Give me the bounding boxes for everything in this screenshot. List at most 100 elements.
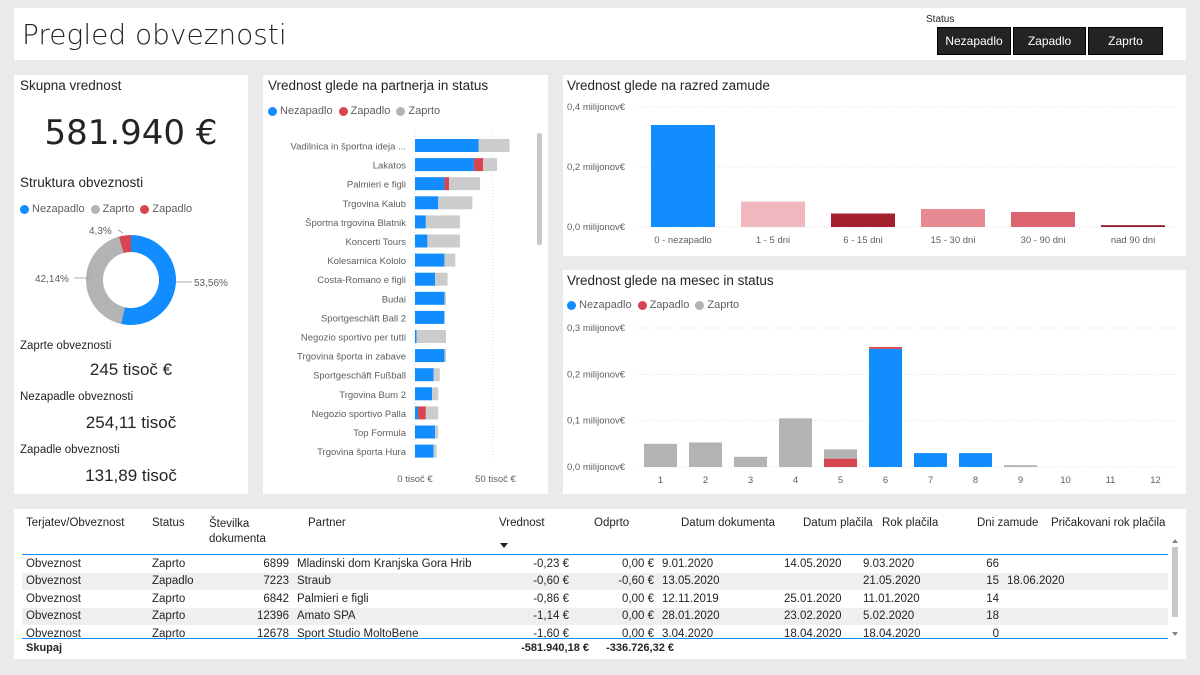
delay-class-bar-chart[interactable]: 0,4 milijonov€ 0,2 milijonov€ 0,0 milijono… xyxy=(563,95,1186,255)
partner-bar-nezapadlo[interactable] xyxy=(415,387,433,401)
col-header-partner[interactable]: Partner xyxy=(308,517,346,529)
table-row[interactable]: Obveznost Zaprto 6899 Mladinski dom Kranjsk… xyxy=(22,555,1168,573)
delay-bar[interactable] xyxy=(651,125,715,227)
partner-bar-nezapadlo[interactable] xyxy=(415,196,439,210)
partner-chart-scrollbar[interactable] xyxy=(537,133,542,245)
table-scrollbar[interactable] xyxy=(1171,539,1179,639)
partner-bar-chart[interactable]: Vadilnica in športna ideja ... Lakatos Pal… xyxy=(263,125,548,495)
partner-bar-zaprto[interactable] xyxy=(427,234,460,248)
legend-item-nezapadlo[interactable]: Nezapadlo xyxy=(567,299,632,311)
x-tick-label: 0 - nezapadlo xyxy=(654,235,712,246)
partner-label: Budai xyxy=(382,294,406,305)
legend-item-nezapadlo[interactable]: Nezapadlo xyxy=(20,203,85,215)
delay-bar[interactable] xyxy=(1011,212,1075,227)
month-bar-zapadlo[interactable] xyxy=(869,346,902,349)
month-bar-nezapadlo[interactable] xyxy=(914,453,947,467)
partner-bar-zapadlo[interactable] xyxy=(473,158,484,172)
table-row[interactable]: Obveznost Zaprto 6842 Palmieri e figli -0,86… xyxy=(22,590,1168,608)
month-bar-zaprto[interactable] xyxy=(734,456,767,467)
partner-bar-zaprto[interactable] xyxy=(483,158,498,172)
col-header-days-late[interactable]: Dni zamude xyxy=(977,517,1039,529)
delay-bar[interactable] xyxy=(741,201,805,228)
legend-item-nezapadlo[interactable]: Nezapadlo xyxy=(268,105,333,117)
delay-bar[interactable] xyxy=(831,213,895,228)
month-status-bar-chart[interactable]: 0,3 milijonov€ 0,2 milijonov€ 0,1 milijono… xyxy=(563,314,1186,494)
scroll-up-icon[interactable] xyxy=(1172,539,1178,543)
table-row[interactable]: Obveznost Zaprto 12396 Amato SPA -1,14 € 0,00… xyxy=(22,607,1168,625)
col-header-pay-date[interactable]: Datum plačila xyxy=(803,517,873,529)
col-header-expected-date[interactable]: Pričakovani rok plačila xyxy=(1051,517,1166,529)
partner-bar-zapadlo[interactable] xyxy=(418,406,426,420)
partner-bar-nezapadlo[interactable] xyxy=(415,310,445,324)
partner-bar-zaprto[interactable] xyxy=(438,196,473,210)
table-row[interactable]: Obveznost Zaprto 12678 Sport Studio MoltoBe… xyxy=(22,625,1168,640)
partner-bar-zaprto[interactable] xyxy=(433,368,440,382)
col-header-type[interactable]: Terjatev/Obveznost xyxy=(26,517,125,529)
delay-bar[interactable] xyxy=(921,209,985,227)
structure-donut-chart[interactable]: 53,56% 42,14% 4,3% xyxy=(14,221,248,331)
partner-bar-zaprto[interactable] xyxy=(478,139,510,152)
partner-bar-nezapadlo[interactable] xyxy=(415,253,445,267)
donut-slice-zaprto[interactable] xyxy=(85,236,125,324)
slicer-zapadlo-button[interactable]: Zapadlo xyxy=(1013,27,1086,55)
partner-bar-nezapadlo[interactable] xyxy=(415,272,436,286)
col-header-due-date[interactable]: Rok plačila xyxy=(882,517,939,529)
month-bar-zaprto[interactable] xyxy=(1004,465,1037,467)
partner-bar-zapadlo[interactable] xyxy=(444,177,450,191)
partner-bar-nezapadlo[interactable] xyxy=(415,291,445,305)
legend-item-zapadlo[interactable]: Zapadlo xyxy=(140,203,192,215)
partner-bar-zaprto[interactable] xyxy=(425,406,439,420)
table-cell: 0,00 € xyxy=(622,557,654,570)
scroll-thumb[interactable] xyxy=(1172,547,1178,617)
partner-bar-zaprto[interactable] xyxy=(444,349,446,363)
partner-bar-zaprto[interactable] xyxy=(449,177,481,191)
slicer-nezapadlo-button[interactable]: Nezapadlo xyxy=(937,27,1011,55)
col-header-status[interactable]: Status xyxy=(152,517,185,529)
partner-bar-nezapadlo[interactable] xyxy=(415,349,445,363)
legend-item-zapadlo[interactable]: Zapadlo xyxy=(338,105,390,117)
partner-bar-nezapadlo[interactable] xyxy=(415,215,426,229)
month-bar-nezapadlo[interactable] xyxy=(959,453,992,467)
partner-bar-zaprto[interactable] xyxy=(435,272,448,286)
table-cell: 12678 xyxy=(257,627,289,640)
col-header-doc-number[interactable]: Številka dokumenta xyxy=(209,518,266,545)
partner-bar-nezapadlo[interactable] xyxy=(415,158,474,172)
legend-item-zaprto[interactable]: Zaprto xyxy=(90,203,134,215)
legend-item-zapadlo[interactable]: Zapadlo xyxy=(637,299,689,311)
legend-item-zaprto[interactable]: Zaprto xyxy=(695,299,739,311)
table-row[interactable]: Obveznost Zapadlo 7223 Straub -0,60 € -0,60 €… xyxy=(22,572,1168,590)
partner-bar-nezapadlo[interactable] xyxy=(415,234,428,248)
partner-bar-zaprto[interactable] xyxy=(432,387,439,401)
col-header-doc-date[interactable]: Datum dokumenta xyxy=(681,517,775,529)
slicer-zaprto-button[interactable]: Zaprto xyxy=(1088,27,1163,55)
partner-bar-nezapadlo[interactable] xyxy=(415,330,417,343)
col-header-value[interactable]: Vrednost xyxy=(499,517,545,529)
partner-bar-zaprto[interactable] xyxy=(416,330,446,343)
partner-bar-zaprto[interactable] xyxy=(433,444,437,458)
partner-bar-zaprto[interactable] xyxy=(444,291,446,305)
legend-item-zaprto[interactable]: Zaprto xyxy=(396,105,440,117)
scroll-down-icon[interactable] xyxy=(1172,632,1178,636)
month-bar-zaprto[interactable] xyxy=(689,442,722,467)
donut-slice-zapadlo[interactable] xyxy=(118,235,131,254)
partner-bar-zaprto[interactable] xyxy=(435,425,439,439)
sort-desc-icon[interactable] xyxy=(500,543,508,548)
partner-bar-nezapadlo[interactable] xyxy=(415,425,436,439)
month-bar-nezapadlo[interactable] xyxy=(869,348,902,467)
partner-bar-zaprto[interactable] xyxy=(425,215,460,229)
delay-bar[interactable] xyxy=(1101,225,1165,227)
table-cell: -0,23 € xyxy=(533,557,569,570)
month-bar-zapadlo[interactable] xyxy=(824,458,857,467)
partner-bar-nezapadlo[interactable] xyxy=(415,368,434,382)
partner-bar-nezapadlo[interactable] xyxy=(415,444,434,458)
partner-label: Top Formula xyxy=(353,428,407,439)
partner-bar-nezapadlo[interactable] xyxy=(415,406,419,420)
partner-bar-nezapadlo[interactable] xyxy=(415,139,479,152)
month-bar-zaprto[interactable] xyxy=(644,443,677,467)
month-bar-zaprto[interactable] xyxy=(824,449,857,459)
col-header-open[interactable]: Odprto xyxy=(594,517,630,529)
donut-slice-nezapadlo[interactable] xyxy=(121,235,176,325)
month-bar-zaprto[interactable] xyxy=(779,418,812,467)
partner-bar-nezapadlo[interactable] xyxy=(415,177,445,191)
partner-bar-zaprto[interactable] xyxy=(444,253,456,267)
